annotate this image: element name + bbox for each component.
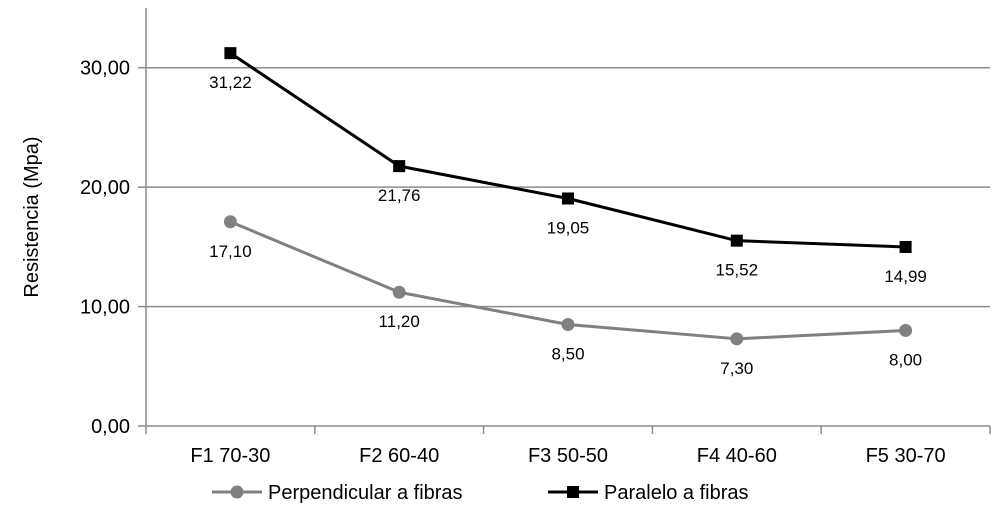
series-1-point-2 [562,192,574,205]
series-1-point-0 [224,47,237,60]
legend-label-1: Paralelo a fibras [604,482,749,504]
series-0-label-1: 11,20 [379,312,420,331]
gridlines [146,66,990,308]
series-0-label-2: 8,50 [551,344,584,363]
y-axis-title: Resistencia (Mpa) [21,136,43,297]
series-1-label-1: 21,76 [378,186,421,205]
y-tick-label-1: 10,00 [80,297,130,319]
series-1-point-1 [393,160,406,173]
series-1-label-0: 31,22 [209,73,252,92]
series [223,47,913,346]
x-tick-label-3: F4 40-60 [697,445,777,467]
legend: Perpendicular a fibras Paralelo a fibras [212,482,749,504]
y-tick-label-3: 30,00 [80,58,130,80]
series-1-point-3 [730,234,743,247]
x-tick-label-1: F2 60-40 [359,445,439,467]
legend-marker-0 [230,485,244,499]
y-tick-label-0: 0,00 [91,416,130,438]
x-tick-label-0: F1 70-30 [190,445,270,467]
x-tick-label-2: F3 50-50 [528,445,608,467]
series-0-point-3 [730,332,744,346]
series-1-label-2: 19,05 [547,218,590,237]
series-0-point-1 [392,285,406,299]
legend-marker-1 [567,486,579,498]
series-1-label-3: 15,52 [716,261,759,280]
series-0-point-2 [561,317,575,331]
series-1-label-4: 14,99 [884,267,927,286]
legend-label-0: Perpendicular a fibras [268,482,463,504]
x-tick-label-4: F5 30-70 [866,445,946,467]
series-0-point-0 [223,215,237,229]
series-0-label-0: 17,10 [209,242,252,261]
data-labels: 17,10 11,20 8,50 7,30 8,00 31,22 21,76 19,05 15,… [209,73,927,378]
axes: 0,00 10,00 20,00 30,00 F1 70-30 F2 60-40 F3 50… [21,8,991,467]
series-0-label-4: 8,00 [889,350,922,369]
series-1-point-4 [899,240,912,253]
series-0-label-3: 7,30 [720,359,753,378]
y-tick-label-2: 20,00 [80,177,130,199]
series-0-point-4 [899,323,913,337]
